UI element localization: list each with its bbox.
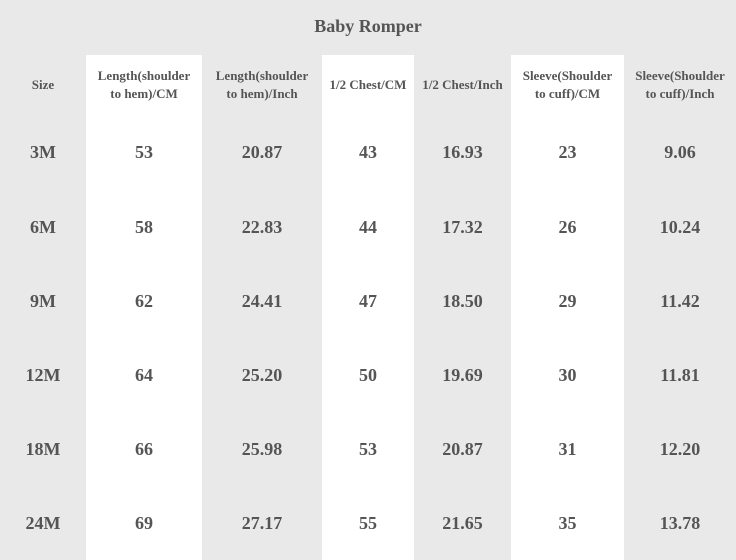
cell-sleeve-inch: 13.78 — [659, 512, 701, 533]
header-sleeve-cm: Sleeve(Shoulder to cuff)/CM — [522, 68, 613, 101]
cell-sleeve-cm: 29 — [558, 290, 577, 311]
header-sleeve-inch: Sleeve(Shoulder to cuff)/Inch — [635, 68, 725, 101]
table-row: 6M 58 22.83 44 17.32 26 10.24 — [0, 190, 736, 264]
cell-chest-inch: 19.69 — [442, 364, 483, 385]
column-highlight-sleeve-cm — [511, 55, 624, 560]
table-row: 3M 53 20.87 43 16.93 23 9.06 — [0, 115, 736, 190]
cell-size: 24M — [25, 512, 61, 533]
cell-chest-cm: 43 — [359, 142, 377, 162]
table-row: 24M 69 27.17 55 21.65 35 13.78 — [0, 486, 736, 560]
cell-length-cm: 69 — [135, 512, 153, 533]
header-chest-inch: 1/2 Chest/Inch — [422, 77, 503, 92]
cell-length-inch: 25.98 — [241, 438, 283, 459]
cell-length-cm: 62 — [135, 290, 153, 311]
cell-sleeve-cm: 30 — [558, 364, 577, 385]
cell-size: 6M — [30, 216, 56, 237]
cell-chest-inch: 20.87 — [442, 438, 483, 459]
cell-sleeve-cm: 23 — [558, 142, 577, 162]
cell-length-cm: 53 — [135, 142, 153, 162]
header-size: Size — [31, 77, 55, 92]
cell-length-inch: 22.83 — [241, 216, 283, 237]
cell-chest-cm: 55 — [359, 512, 377, 533]
cell-sleeve-cm: 31 — [558, 438, 577, 459]
cell-size: 18M — [25, 438, 61, 459]
cell-sleeve-inch: 10.24 — [659, 216, 701, 237]
cell-length-inch: 20.87 — [241, 142, 283, 162]
cell-sleeve-inch: 12.20 — [659, 438, 701, 459]
cell-sleeve-inch: 9.06 — [664, 142, 696, 162]
size-table: Size Length(shoulder to hem)/CM Length(s… — [0, 55, 736, 560]
column-highlight-length-cm — [86, 55, 202, 560]
cell-chest-inch: 21.65 — [442, 512, 483, 533]
cell-chest-cm: 53 — [359, 438, 377, 459]
cell-chest-cm: 47 — [359, 290, 377, 311]
cell-chest-inch: 18.50 — [442, 290, 483, 311]
cell-chest-cm: 44 — [359, 216, 377, 237]
cell-length-inch: 27.17 — [241, 512, 283, 533]
header-length-inch: Length(shoulder to hem)/Inch — [215, 68, 309, 101]
cell-sleeve-cm: 35 — [558, 512, 577, 533]
cell-sleeve-inch: 11.42 — [660, 290, 700, 311]
cell-sleeve-cm: 26 — [558, 216, 577, 237]
cell-chest-inch: 17.32 — [442, 216, 483, 237]
column-highlight-chest-cm — [322, 55, 414, 560]
header-chest-cm: 1/2 Chest/CM — [329, 77, 407, 92]
table-row: 18M 66 25.98 53 20.87 31 12.20 — [0, 412, 736, 486]
cell-chest-inch: 16.93 — [442, 142, 483, 162]
header-length-cm: Length(shoulder to hem)/CM — [97, 68, 191, 101]
cell-sleeve-inch: 11.81 — [660, 364, 700, 385]
page-title: Baby Romper — [314, 16, 422, 36]
cell-size: 12M — [25, 364, 61, 385]
cell-length-inch: 24.41 — [241, 290, 283, 311]
cell-size: 3M — [30, 142, 56, 162]
cell-chest-cm: 50 — [359, 364, 377, 385]
header-row: Size Length(shoulder to hem)/CM Length(s… — [0, 55, 736, 115]
cell-size: 9M — [30, 290, 56, 311]
cell-length-cm: 66 — [135, 438, 153, 459]
table-row: 12M 64 25.20 50 19.69 30 11.81 — [0, 338, 736, 412]
cell-length-cm: 58 — [135, 216, 153, 237]
cell-length-inch: 25.20 — [241, 364, 283, 385]
table-row: 9M 62 24.41 47 18.50 29 11.42 — [0, 264, 736, 338]
cell-length-cm: 64 — [135, 364, 153, 385]
